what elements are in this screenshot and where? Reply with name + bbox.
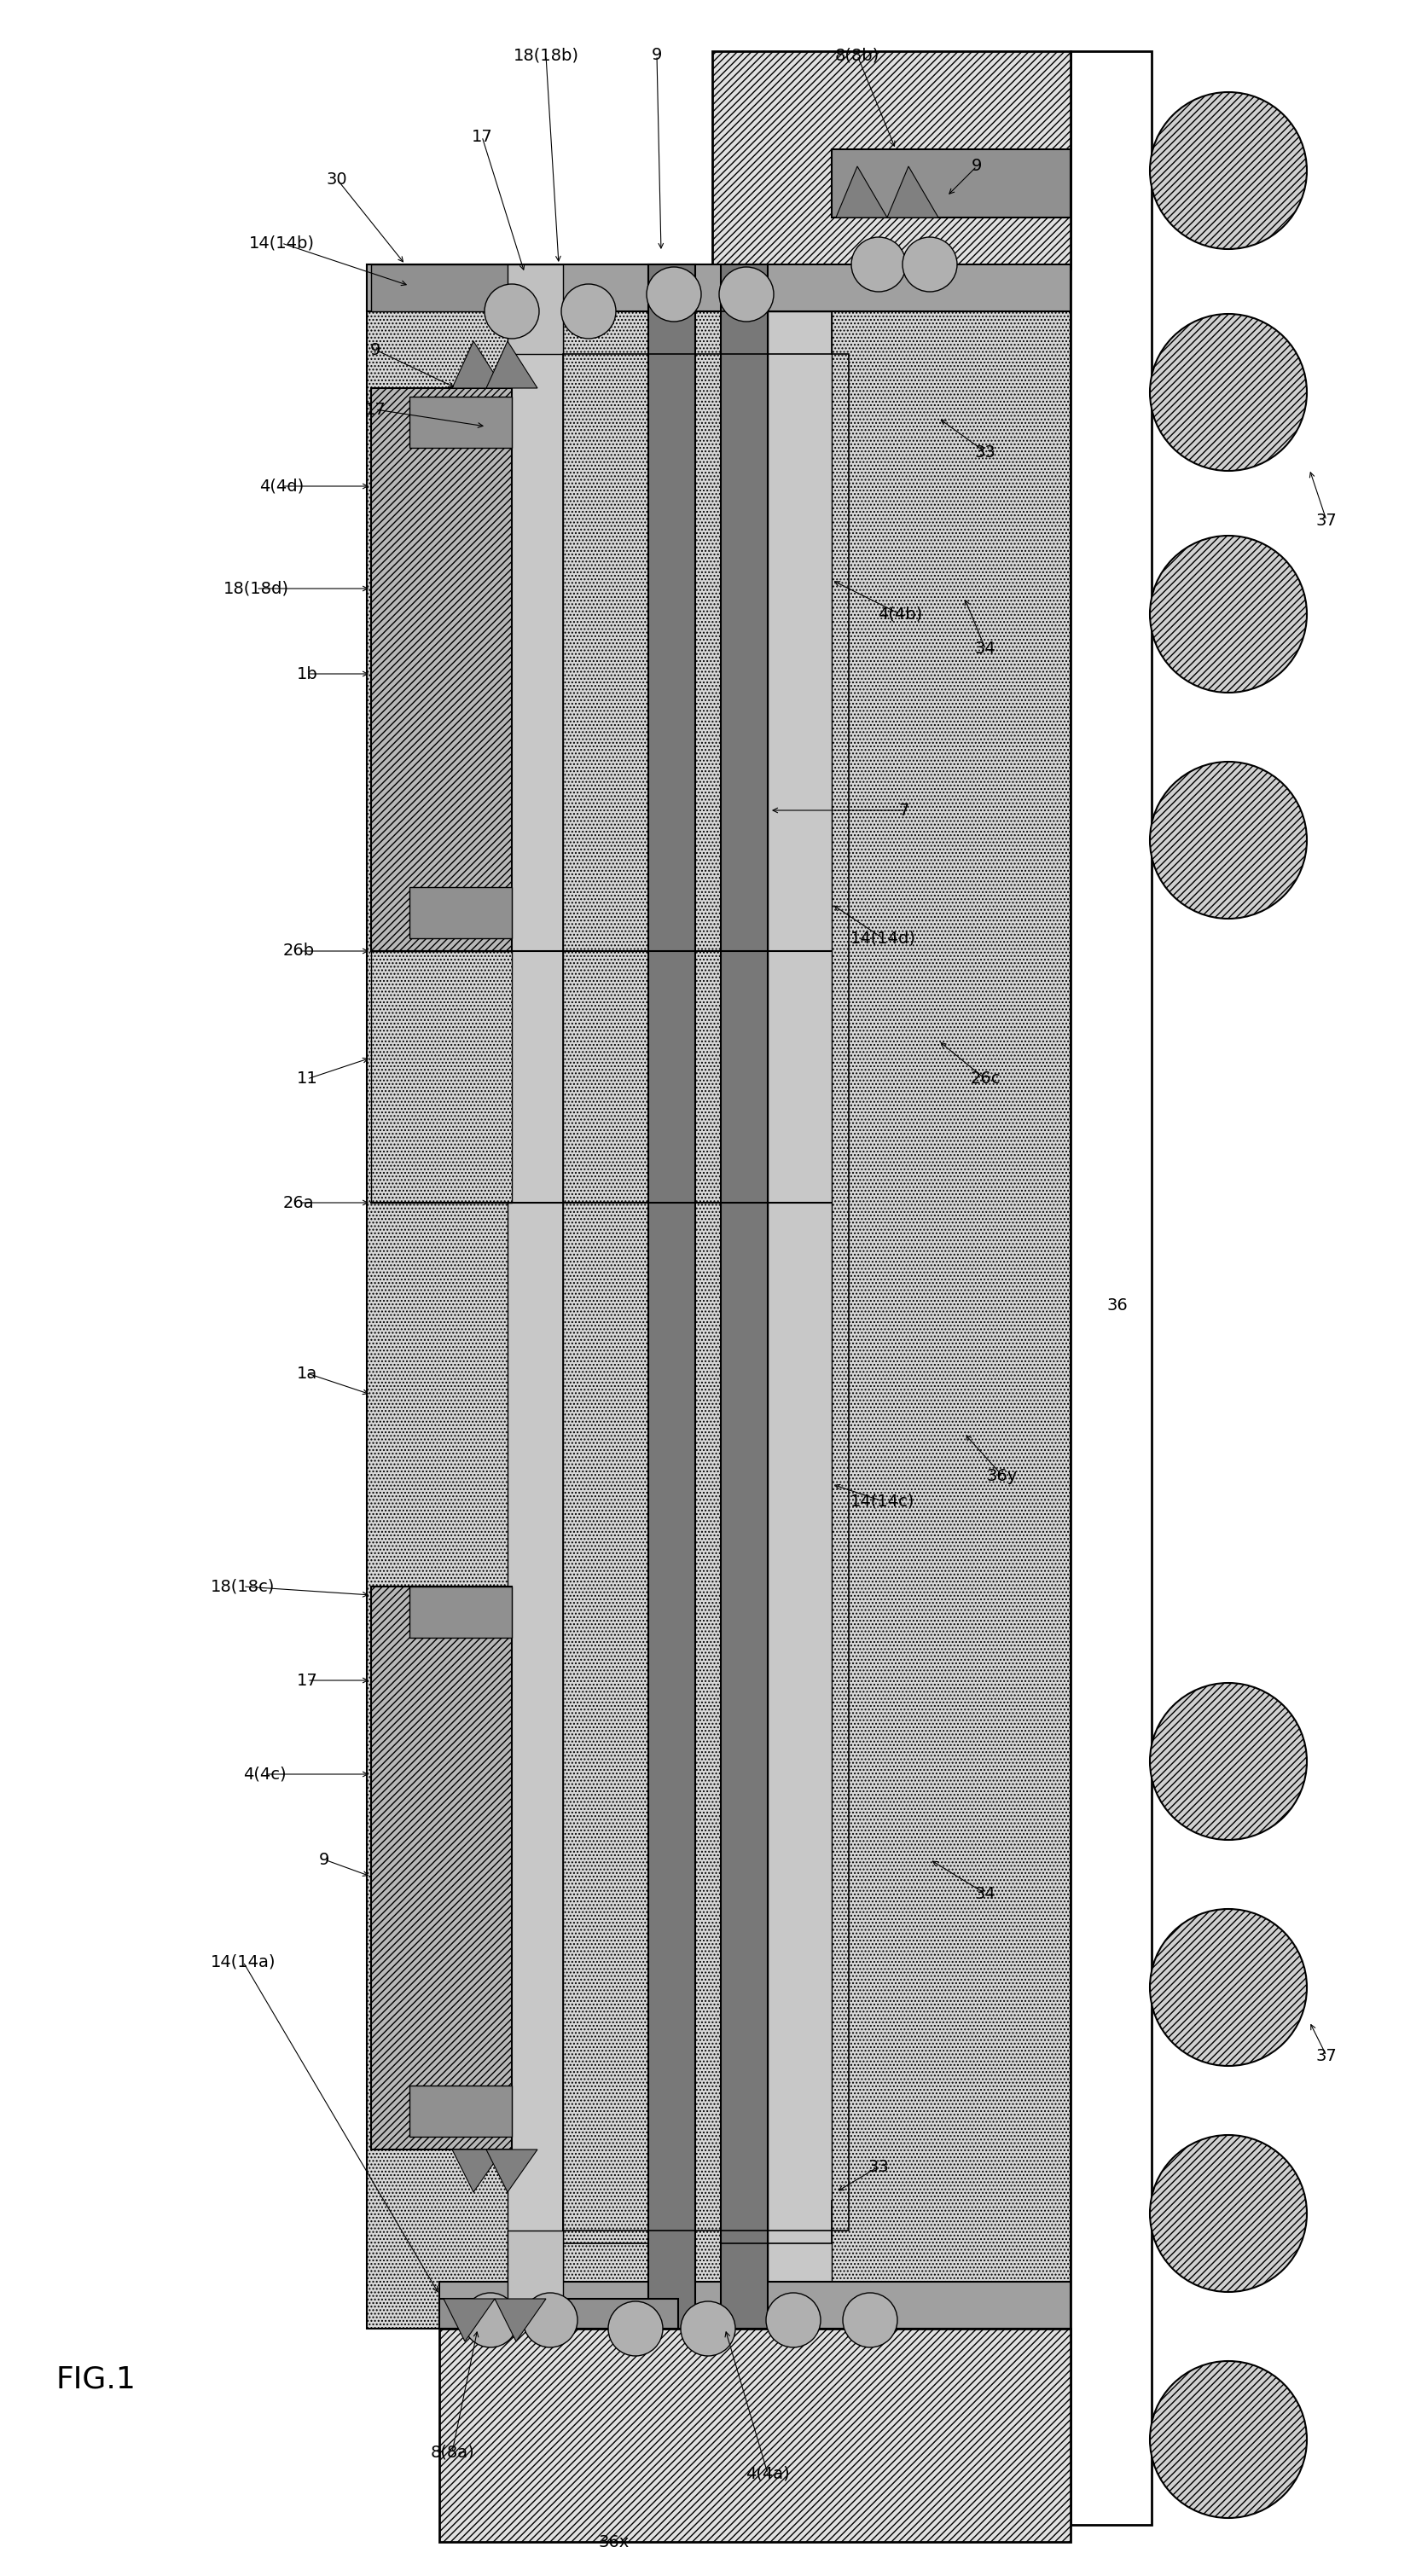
Polygon shape [486,340,538,389]
Text: 9: 9 [319,1852,330,1868]
Circle shape [1150,2362,1307,2517]
Text: 18(18b): 18(18b) [513,46,579,64]
Text: 34: 34 [974,1886,995,1901]
Polygon shape [452,340,503,389]
Text: 8(8a): 8(8a) [429,2445,474,2460]
Circle shape [766,2293,820,2347]
Polygon shape [486,2148,538,2192]
Bar [563,353,849,2231]
Bar [371,389,512,951]
Polygon shape [495,2298,546,2342]
Circle shape [647,268,701,322]
Polygon shape [452,2148,503,2192]
Bar [648,265,695,2329]
Bar [410,1587,512,1638]
Text: 4(4a): 4(4a) [745,2465,789,2481]
Text: 34: 34 [974,641,995,657]
Text: 1a: 1a [297,1365,317,1381]
Polygon shape [887,167,939,216]
Circle shape [903,237,957,291]
Circle shape [1150,536,1307,693]
Text: 33: 33 [974,443,995,461]
Text: 4(4d): 4(4d) [259,479,304,495]
Circle shape [523,2293,577,2347]
Text: 9: 9 [370,343,381,358]
Circle shape [1150,93,1307,250]
Bar [712,52,1071,268]
Text: 26a: 26a [283,1195,314,1211]
Bar [1071,52,1152,2524]
Text: 33: 33 [867,2159,889,2174]
Text: 26c: 26c [970,1072,1001,1087]
Circle shape [843,2293,897,2347]
Bar [367,265,1071,2329]
Text: 1b: 1b [297,665,317,683]
Bar [439,2282,1071,2329]
Text: 26b: 26b [283,943,314,958]
Bar [832,149,1071,216]
Circle shape [562,283,616,337]
Bar [508,2231,563,2321]
Text: 4(4b): 4(4b) [877,605,923,623]
Text: 18(18c): 18(18c) [210,1579,276,1595]
Circle shape [1150,2136,1307,2293]
Circle shape [681,2300,735,2357]
Text: 4(4c): 4(4c) [243,1767,286,1783]
Polygon shape [836,167,887,216]
Text: 9: 9 [971,157,983,175]
Text: 8(8b): 8(8b) [835,46,880,64]
Circle shape [1150,1682,1307,1839]
Circle shape [1150,314,1307,471]
Text: 14(14b): 14(14b) [249,234,314,252]
Bar [508,265,563,353]
Text: 17: 17 [365,402,385,417]
Bar [410,886,512,938]
Bar [439,2298,678,2329]
Text: 14(14d): 14(14d) [850,930,916,945]
Circle shape [609,2300,663,2357]
Bar [721,265,768,2329]
Text: 9: 9 [651,46,663,64]
Bar [508,312,563,2282]
Circle shape [720,268,774,322]
Bar [410,397,512,448]
Text: 18(18d): 18(18d) [223,580,289,598]
Bar [410,2087,512,2136]
Bar [367,265,1071,312]
Circle shape [485,283,539,337]
Text: 36y: 36y [987,1468,1018,1484]
Bar [768,312,832,2282]
Text: 17: 17 [297,1672,317,1687]
Text: 14(14a): 14(14a) [210,1953,276,1971]
Circle shape [1150,762,1307,920]
Text: 36: 36 [1106,1296,1128,1314]
Circle shape [1150,1909,1307,2066]
Bar [371,1587,512,2148]
Text: 7: 7 [899,801,910,819]
Circle shape [464,2293,518,2347]
Bar [439,2329,1071,2543]
Polygon shape [444,2298,495,2342]
Text: 11: 11 [297,1072,317,1087]
Text: 37: 37 [1315,2048,1337,2063]
Text: 14(14c): 14(14c) [850,1494,914,1510]
Text: 37: 37 [1315,513,1337,528]
Text: 17: 17 [472,129,492,144]
Bar [371,951,512,1203]
Text: 36x: 36x [599,2535,630,2550]
Text: FIG.1: FIG.1 [55,2365,135,2393]
Bar [371,265,512,312]
Text: 30: 30 [327,170,347,188]
Circle shape [852,237,906,291]
